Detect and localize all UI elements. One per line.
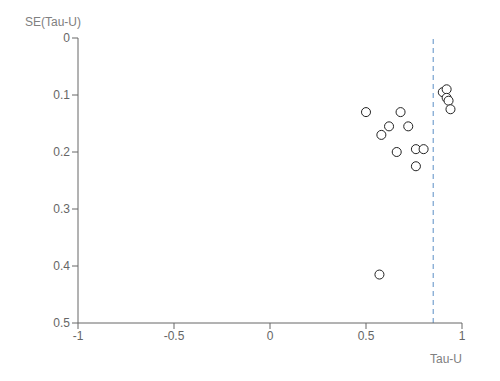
svg-text:0.5: 0.5 xyxy=(53,316,70,330)
svg-text:Tau-U: Tau-U xyxy=(430,352,462,366)
svg-text:0: 0 xyxy=(267,329,274,343)
svg-text:0.5: 0.5 xyxy=(358,329,375,343)
svg-text:-0.5: -0.5 xyxy=(164,329,185,343)
svg-text:-1: -1 xyxy=(73,329,84,343)
svg-text:0.4: 0.4 xyxy=(53,259,70,273)
svg-text:0.3: 0.3 xyxy=(53,202,70,216)
svg-text:1: 1 xyxy=(459,329,466,343)
svg-text:0: 0 xyxy=(63,31,70,45)
svg-text:0.2: 0.2 xyxy=(53,145,70,159)
svg-text:0.1: 0.1 xyxy=(53,88,70,102)
svg-text:SE(Tau-U): SE(Tau-U) xyxy=(25,15,81,29)
